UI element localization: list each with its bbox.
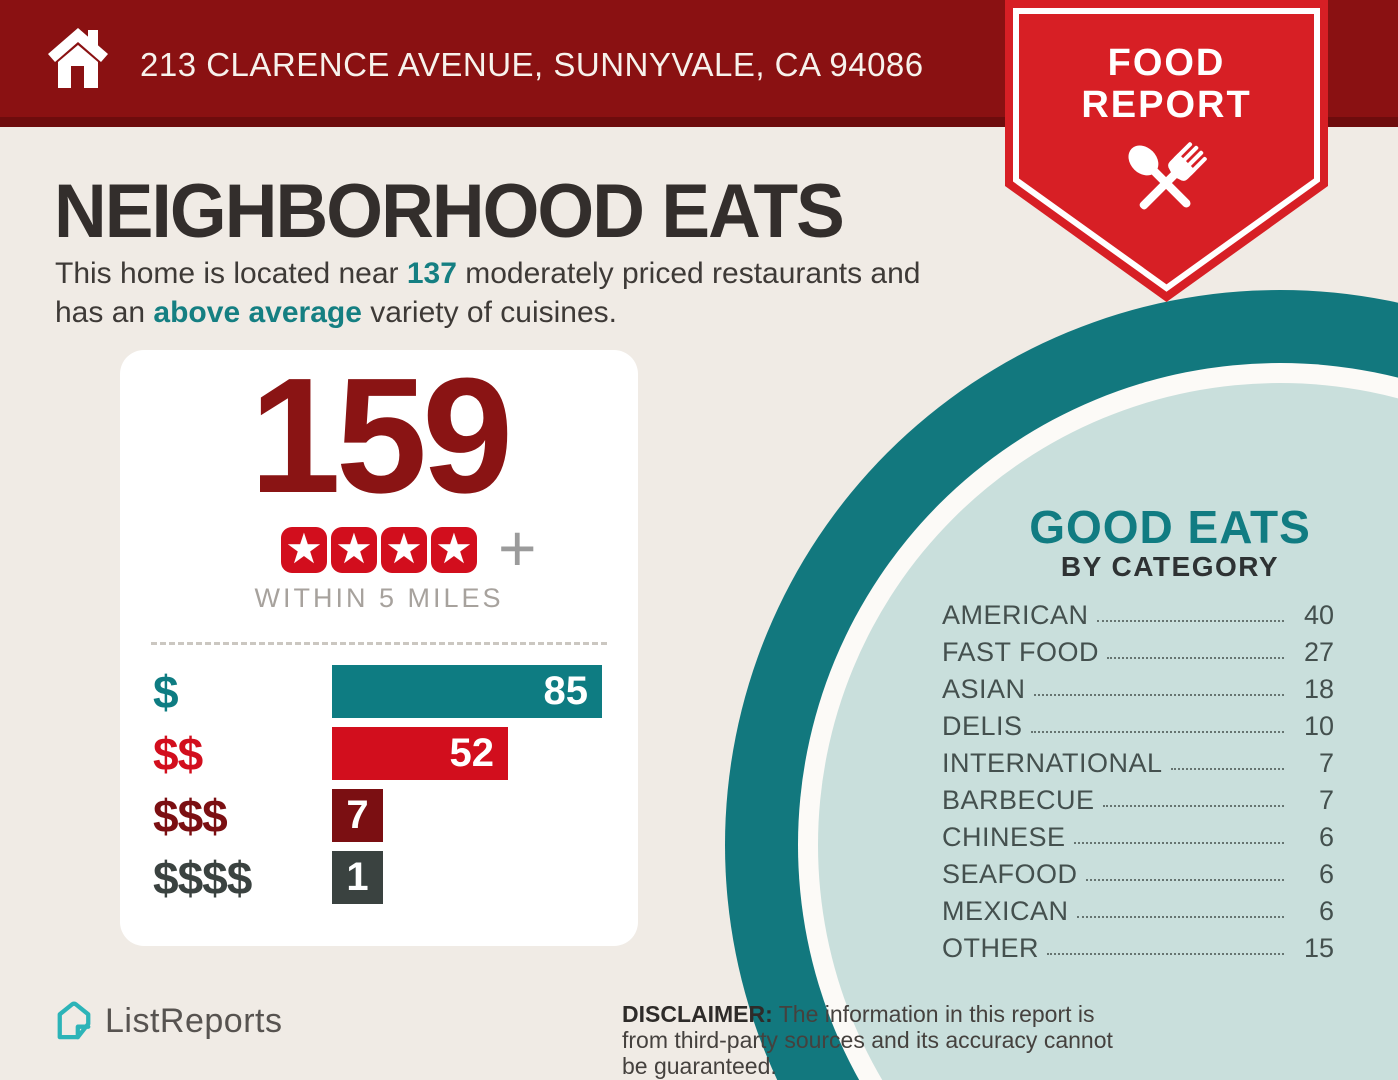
within-miles-label: WITHIN 5 MILES [254,583,504,613]
food-report-badge: FOOD REPORT [1005,0,1328,302]
category-value: 6 [1318,822,1334,852]
category-row: FAST FOOD 27 [942,637,1334,667]
dotted-leader [1073,842,1284,844]
category-row: BARBECUE 7 [942,785,1334,815]
dotted-leader [1102,805,1284,807]
price-tier-label: $$$ [153,789,228,842]
price-bar-row: $$$$ 1 [153,851,608,904]
house-icon [48,28,108,88]
category-value: 40 [1303,600,1334,630]
price-tier-value: 52 [449,731,495,775]
category-label: CHINESE [942,822,1066,852]
category-value: 6 [1318,859,1334,889]
category-label: MEXICAN [942,896,1069,926]
disclaimer-label: DISCLAIMER: [622,1001,773,1027]
dotted-leader [1033,694,1284,696]
listreports-house-icon [57,1001,91,1040]
price-bar-row: $$ 52 [153,727,608,780]
restaurant-count: 137 [406,257,457,290]
subtitle-text: moderately priced restaurants and has an [55,257,921,329]
category-row: CHINESE 6 [942,822,1334,852]
category-label: BARBECUE [942,785,1095,815]
star-icon: ★ [281,527,327,573]
total-restaurants-count: 159 [249,344,514,527]
category-value: 6 [1318,896,1334,926]
category-row: OTHER 15 [942,933,1334,963]
badge-title-line1: FOOD [1107,42,1226,84]
price-tier-label: $$$$ [153,851,252,904]
dotted-leader [1107,657,1284,659]
price-tier-value: 7 [346,793,369,837]
price-bar-row: $$$ 7 [153,789,608,842]
category-row: AMERICAN 40 [942,600,1334,630]
category-row: SEAFOOD 6 [942,859,1334,889]
price-tier-bar: 7 [332,789,383,842]
category-label: FAST FOOD [942,637,1100,667]
ribbon-shape [1005,0,1328,302]
dashed-divider [151,642,607,645]
plus-icon: + [498,511,537,585]
category-row: DELIS 10 [942,711,1334,741]
price-tier-bar: 85 [332,665,602,718]
dotted-leader [1047,953,1284,955]
star-rating: ★ ★ ★ ★ [120,526,638,574]
dotted-leader [1096,620,1284,622]
star-icon: ★ [431,527,477,573]
subtitle-text: variety of cuisines. [361,296,617,329]
page-title: NEIGHBORHOOD EATS [54,169,845,254]
category-label: ASIAN [942,674,1026,704]
category-value: 10 [1303,711,1334,741]
category-value: 18 [1303,674,1334,704]
price-tier-bar: 1 [332,851,383,904]
plus-row: + [488,515,548,581]
subtitle-text: This home is located near [55,257,407,290]
category-value: 15 [1303,933,1334,963]
dotted-leader [1170,768,1284,770]
property-address: 213 CLARENCE AVENUE, SUNNYVALE, CA 94086 [140,46,924,83]
disclaimer-text: The information in this report is from t… [622,1001,1113,1079]
star-icon: ★ [381,527,427,573]
price-tier-label: $$ [153,727,203,780]
listreports-logo: ListReports [55,1001,282,1041]
price-tier-bar: 52 [332,727,508,780]
category-value: 27 [1303,637,1334,667]
category-label: INTERNATIONAL [942,748,1163,778]
good-eats-title: GOOD EATS [1029,501,1311,553]
disclaimer: DISCLAIMER: The information in this repo… [622,1001,1134,1079]
dotted-leader [1076,916,1284,918]
above-average-highlight: above average [153,296,362,329]
price-tier-label: $ [153,665,179,718]
price-bar-row: $ 85 [153,665,608,718]
category-row: INTERNATIONAL 7 [942,748,1334,778]
category-row: MEXICAN 6 [942,896,1334,926]
good-eats-circle [725,290,1398,1080]
category-label: OTHER [942,933,1039,963]
price-tier-value: 1 [346,855,369,899]
category-list: AMERICAN 40 FAST FOOD 27 ASIAN 18 DELIS … [942,600,1334,963]
dotted-leader [1030,731,1284,733]
good-eats-subtitle: BY CATEGORY [1060,551,1280,582]
price-tier-bar-chart: $ 85 $$ 52 $$$ 7 [153,665,608,904]
price-tier-value: 85 [543,669,589,713]
brand-name: ListReports [105,1001,283,1040]
category-label: AMERICAN [942,600,1089,630]
star-icon: ★ [331,527,377,573]
badge-title-line2: REPORT [1081,84,1252,126]
restaurant-stats-card: 159 ★ ★ ★ ★ + WITHIN 5 MILES $ 85 [120,350,638,946]
category-label: DELIS [942,711,1023,741]
category-value: 7 [1318,748,1334,778]
dotted-leader [1085,879,1284,881]
crossed-spoon-fork-icon [1128,142,1207,210]
category-label: SEAFOOD [942,859,1078,889]
page-subtitle: This home is located near 137 moderately… [55,254,970,332]
category-row: ASIAN 18 [942,674,1334,704]
header-bottom-strip [0,117,1398,127]
category-value: 7 [1318,785,1334,815]
